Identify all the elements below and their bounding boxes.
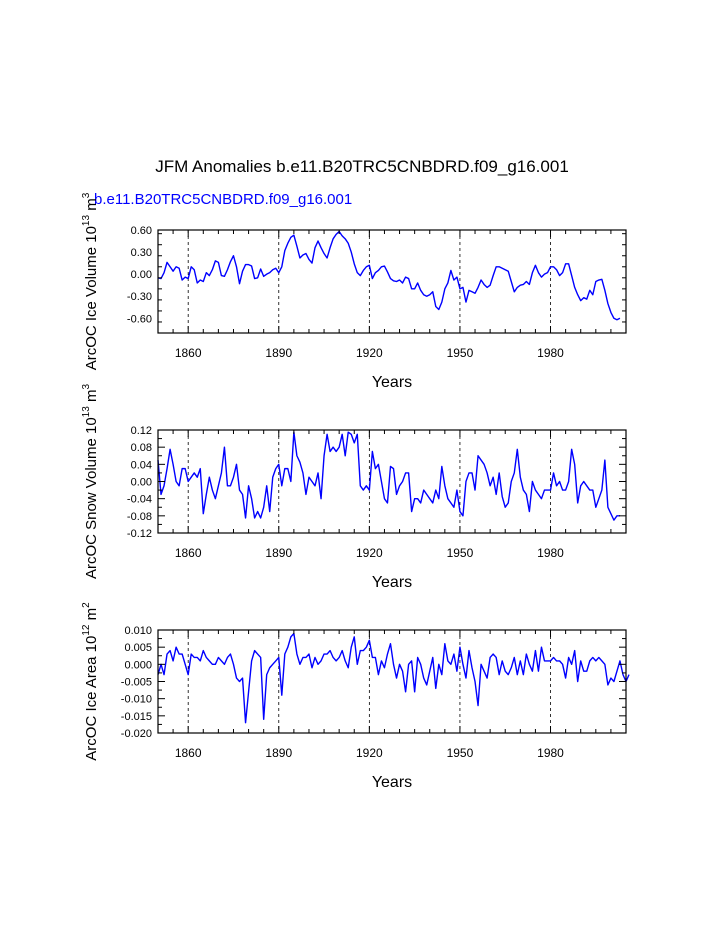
y-tick-label: 0.00 [131,477,152,489]
y-axis-label: ArcOC Ice Volume 1013 m3 [81,192,100,370]
x-tick-label: 1920 [356,546,383,560]
x-tick-label: 1860 [175,346,202,360]
y-tick-label: 0.00 [131,269,152,281]
series-line [157,431,620,521]
y-tick-label: -0.005 [121,677,152,689]
y-axis-label-main: ArcOC Snow Volume 10 [83,417,100,579]
y-axis-label-main: ArcOC Ice Volume 10 [83,226,100,370]
y-tick-label: 0.04 [131,459,152,471]
y-tick-label: 0.12 [131,425,152,437]
figure-title: JFM Anomalies b.e11.B20TRC5CNBDRD.f09_g1… [155,157,569,176]
series-subtitle: b.e11.B20TRC5CNBDRD.f09_g16.001 [94,191,352,208]
x-tick-label: 1950 [447,346,474,360]
x-tick-label: 1920 [356,346,383,360]
x-axis-label: Years [372,374,412,391]
x-tick-label: 1890 [265,746,292,760]
plot-frame [157,229,627,334]
x-axis-label: Years [372,774,412,791]
y-tick-label: 0.010 [124,625,152,637]
x-tick-label: 1950 [447,746,474,760]
y-tick-label: 0.000 [124,659,152,671]
y-tick-label: 0.30 [131,247,152,259]
y-tick-label: -0.60 [127,313,152,325]
y-tick-label: -0.010 [121,694,152,706]
x-tick-label: 1980 [537,546,564,560]
series-line [157,632,630,724]
y-axis-label-unit-exponent: 2 [81,602,92,608]
plot-frame [157,629,627,734]
x-tick-label: 1920 [356,746,383,760]
x-tick-label: 1860 [175,546,202,560]
series-line [157,230,621,321]
panels: 1860 1890 1920 1950 1980 0.60 0.30 0.00 -0.30 -0.… [81,192,630,791]
y-tick-label: -0.12 [127,528,152,540]
x-tick-label: 1980 [537,746,564,760]
x-tick-label: 1890 [265,546,292,560]
y-tick-label: -0.015 [121,711,152,723]
y-axis-label: ArcOC Snow Volume 1013 m3 [81,384,100,580]
x-tick-label: 1980 [537,346,564,360]
y-axis-label-unit: m [83,390,100,407]
y-axis-label: ArcOC Ice Area 1012 m2 [81,602,100,761]
y-tick-label: -0.020 [121,728,152,740]
x-tick-label: 1950 [447,546,474,560]
y-tick-label: -0.08 [127,511,152,523]
y-axis-label-main: ArcOC Ice Area 10 [83,636,100,761]
x-axis-label: Years [372,574,412,591]
y-tick-label: -0.04 [127,494,152,506]
x-tick-label: 1860 [175,746,202,760]
y-axis-label-exponent: 13 [81,406,92,418]
y-axis-label-unit: m [83,608,100,625]
chart-snow-volume: 1860 1890 1920 1950 1980 0.12 0.08 0.04 0.00 -0.0… [81,384,627,591]
y-tick-label: 0.08 [131,442,152,454]
y-axis-label-unit: m [83,198,100,215]
x-tick-label: 1890 [265,346,292,360]
y-axis-label-unit-exponent: 3 [81,192,92,198]
y-tick-label: 0.005 [124,642,152,654]
chart-ice-area: 1860 1890 1920 1950 1980 0.010 0.005 0.000 -0.00… [81,602,630,791]
chart-ice-volume: 1860 1890 1920 1950 1980 0.60 0.30 0.00 -0.30 -0.… [81,192,627,391]
y-axis-label-exponent: 12 [81,624,92,636]
y-axis-label-exponent: 13 [81,215,92,227]
y-tick-label: 0.60 [131,225,152,237]
y-tick-label: -0.30 [127,291,152,303]
y-axis-label-unit-exponent: 3 [81,384,92,390]
